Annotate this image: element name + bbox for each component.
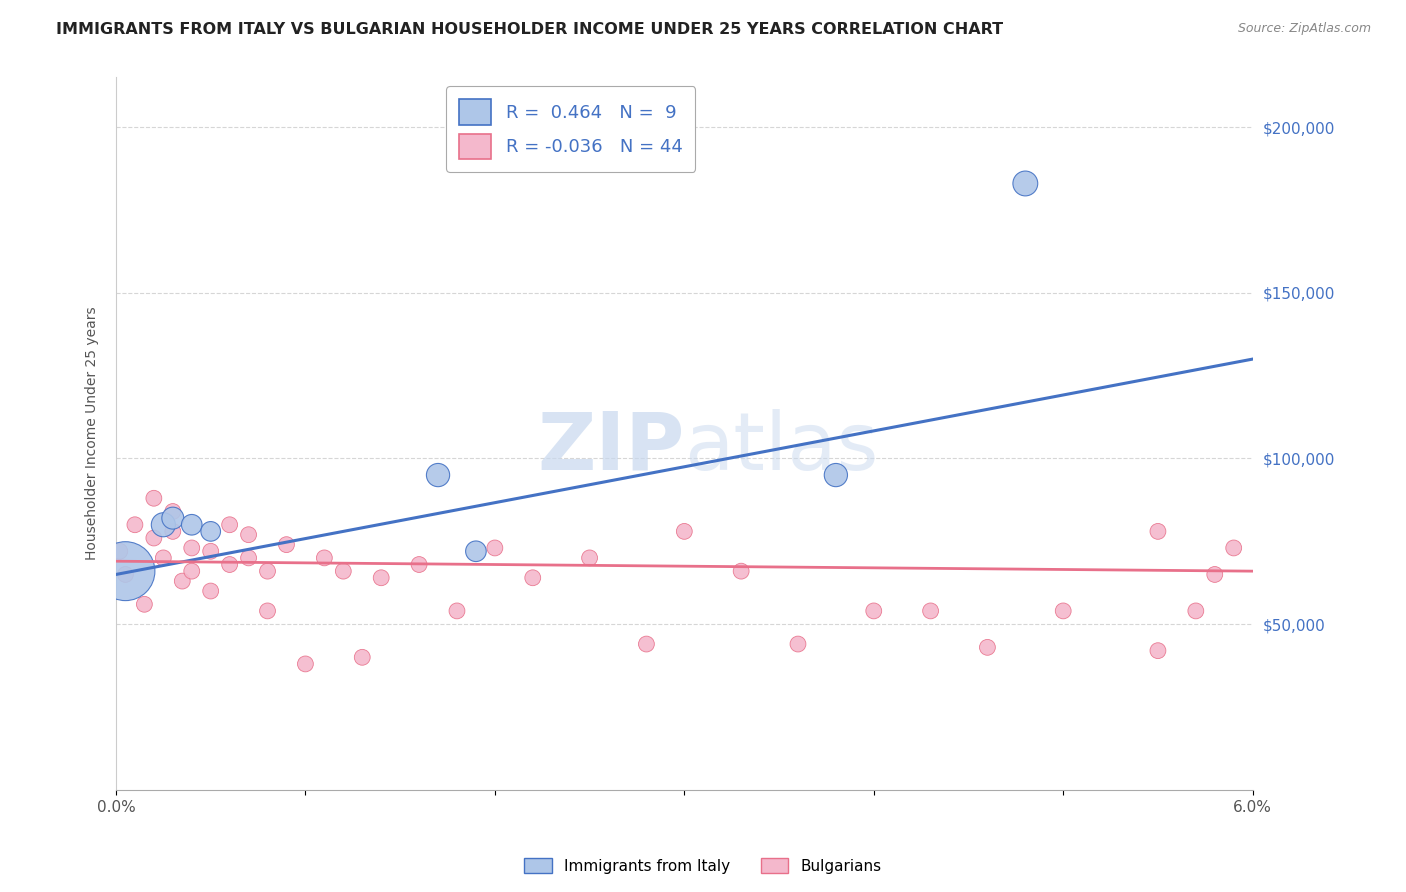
Point	[370, 571, 392, 585]
Point	[408, 558, 430, 572]
Point	[256, 564, 278, 578]
Point	[180, 541, 202, 555]
Point	[730, 564, 752, 578]
Point	[294, 657, 316, 671]
Point	[142, 531, 165, 545]
Point	[673, 524, 696, 539]
Point	[114, 567, 136, 582]
Point	[862, 604, 884, 618]
Point	[162, 511, 184, 525]
Point	[1052, 604, 1074, 618]
Point	[200, 584, 222, 599]
Point	[522, 571, 544, 585]
Point	[464, 544, 486, 558]
Point	[484, 541, 506, 555]
Point	[134, 597, 156, 611]
Point	[218, 558, 240, 572]
Point	[238, 550, 260, 565]
Text: IMMIGRANTS FROM ITALY VS BULGARIAN HOUSEHOLDER INCOME UNDER 25 YEARS CORRELATION: IMMIGRANTS FROM ITALY VS BULGARIAN HOUSE…	[56, 22, 1004, 37]
Point	[1147, 643, 1170, 657]
Legend: R =  0.464   N =  9, R = -0.036   N = 44: R = 0.464 N = 9, R = -0.036 N = 44	[446, 87, 695, 172]
Point	[108, 544, 131, 558]
Point	[162, 504, 184, 518]
Point	[180, 564, 202, 578]
Point	[787, 637, 810, 651]
Point	[276, 538, 298, 552]
Point	[142, 491, 165, 506]
Point	[825, 468, 848, 483]
Point	[256, 604, 278, 618]
Point	[152, 550, 174, 565]
Point	[314, 550, 336, 565]
Point	[1014, 177, 1036, 191]
Point	[976, 640, 998, 655]
Legend: Immigrants from Italy, Bulgarians: Immigrants from Italy, Bulgarians	[519, 852, 887, 880]
Text: Source: ZipAtlas.com: Source: ZipAtlas.com	[1237, 22, 1371, 36]
Point	[218, 517, 240, 532]
Point	[427, 468, 450, 483]
Point	[124, 517, 146, 532]
Point	[352, 650, 374, 665]
Point	[162, 524, 184, 539]
Text: atlas: atlas	[685, 409, 879, 487]
Point	[152, 517, 174, 532]
Point	[180, 517, 202, 532]
Point	[1222, 541, 1244, 555]
Point	[578, 550, 600, 565]
Point	[114, 564, 136, 578]
Point	[238, 527, 260, 541]
Y-axis label: Householder Income Under 25 years: Householder Income Under 25 years	[86, 307, 100, 560]
Point	[332, 564, 354, 578]
Point	[1147, 524, 1170, 539]
Point	[1204, 567, 1226, 582]
Point	[920, 604, 942, 618]
Point	[172, 574, 194, 588]
Text: ZIP: ZIP	[537, 409, 685, 487]
Point	[636, 637, 658, 651]
Point	[446, 604, 468, 618]
Point	[200, 544, 222, 558]
Point	[200, 524, 222, 539]
Point	[1185, 604, 1208, 618]
